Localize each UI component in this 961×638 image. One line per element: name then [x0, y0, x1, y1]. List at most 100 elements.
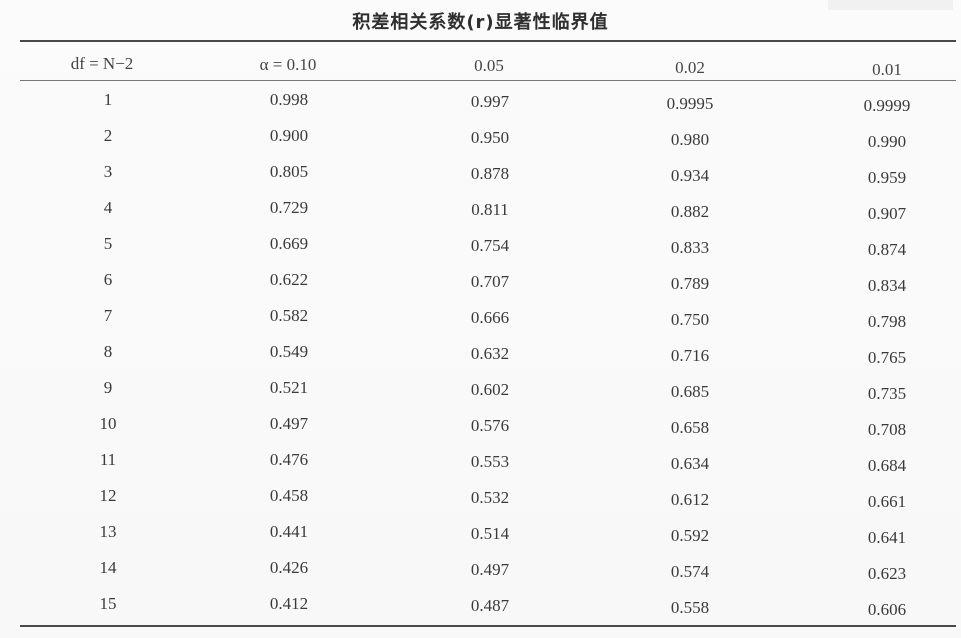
value-cell-001: 0.959 [867, 168, 907, 187]
value-cell-002: 0.833 [670, 238, 710, 257]
value-cell-005: 0.811 [471, 200, 509, 219]
value-cell-alpha-010: 0.549 [269, 342, 309, 361]
df-cell: 4 [103, 198, 113, 217]
table-row: 5 0.669 0.754 0.833 0.874 [0, 234, 961, 270]
value-cell-alpha-010: 0.805 [269, 162, 309, 181]
table-row: 9 0.521 0.602 0.685 0.735 [0, 378, 961, 414]
header-rule [20, 80, 956, 81]
df-cell: 7 [103, 306, 113, 325]
table-row: 3 0.805 0.878 0.934 0.959 [0, 162, 961, 198]
value-cell-alpha-010: 0.521 [269, 378, 309, 397]
value-cell-005: 0.754 [470, 236, 510, 255]
df-cell: 13 [99, 522, 117, 541]
value-cell-005: 0.576 [470, 416, 510, 435]
value-cell-002: 0.612 [670, 490, 710, 509]
value-cell-002: 0.934 [670, 166, 710, 185]
header-alpha-010: α = 0.10 [259, 55, 317, 74]
value-cell-005: 0.487 [470, 596, 510, 615]
value-cell-alpha-010: 0.497 [269, 414, 309, 433]
value-cell-002: 0.750 [670, 310, 710, 329]
value-cell-001: 0.606 [867, 600, 907, 619]
table-row: 15 0.412 0.487 0.558 0.606 [0, 594, 961, 630]
value-cell-alpha-010: 0.669 [269, 234, 309, 253]
df-cell: 8 [103, 342, 113, 361]
value-cell-001: 0.623 [867, 564, 907, 583]
value-cell-alpha-010: 0.729 [269, 198, 309, 217]
header-002: 0.02 [675, 58, 705, 77]
header-001: 0.01 [872, 60, 902, 79]
table-row: 8 0.549 0.632 0.716 0.765 [0, 342, 961, 378]
table-row: 6 0.622 0.707 0.789 0.834 [0, 270, 961, 306]
header-df: df = N−2 [70, 54, 134, 73]
header-005: 0.05 [474, 56, 504, 75]
value-cell-002: 0.634 [670, 454, 710, 473]
value-cell-001: 0.834 [867, 276, 907, 295]
value-cell-005: 0.532 [470, 488, 510, 507]
value-cell-001: 0.641 [867, 528, 907, 547]
value-cell-001: 0.735 [867, 384, 907, 403]
table-row: 2 0.900 0.950 0.980 0.990 [0, 126, 961, 162]
value-cell-002: 0.658 [670, 418, 710, 437]
value-cell-alpha-010: 0.900 [269, 126, 309, 145]
value-cell-005: 0.514 [470, 524, 510, 543]
df-cell: 2 [103, 126, 113, 145]
value-cell-alpha-010: 0.426 [269, 558, 309, 577]
df-cell: 3 [103, 162, 113, 181]
value-cell-001: 0.9999 [863, 96, 911, 115]
df-cell: 12 [99, 486, 117, 505]
value-cell-alpha-010: 0.582 [269, 306, 309, 325]
value-cell-005: 0.878 [470, 164, 510, 183]
value-cell-002: 0.789 [670, 274, 710, 293]
table-row: 4 0.729 0.811 0.882 0.907 [0, 198, 961, 234]
table-row: 13 0.441 0.514 0.592 0.641 [0, 522, 961, 558]
value-cell-001: 0.798 [867, 312, 907, 331]
value-cell-001: 0.907 [867, 204, 907, 223]
table-row: 1 0.998 0.997 0.9995 0.9999 [0, 90, 961, 126]
value-cell-002: 0.9995 [666, 94, 714, 113]
value-cell-002: 0.592 [670, 526, 710, 545]
value-cell-001: 0.684 [867, 456, 907, 475]
value-cell-002: 0.574 [670, 562, 710, 581]
table-row: 14 0.426 0.497 0.574 0.623 [0, 558, 961, 594]
value-cell-001: 0.874 [867, 240, 907, 259]
table-title: 积差相关系数(r)显著性临界值 [352, 12, 609, 33]
value-cell-005: 0.497 [470, 560, 510, 579]
value-cell-001: 0.990 [867, 132, 907, 151]
df-cell: 9 [103, 378, 113, 397]
value-cell-001: 0.708 [867, 420, 907, 439]
value-cell-alpha-010: 0.441 [269, 522, 309, 541]
df-cell: 11 [99, 450, 117, 469]
df-cell: 6 [103, 270, 113, 289]
bottom-rule [20, 625, 956, 627]
value-cell-alpha-010: 0.998 [269, 90, 309, 109]
value-cell-005: 0.707 [470, 272, 510, 291]
value-cell-alpha-010: 0.412 [269, 594, 309, 613]
value-cell-005: 0.553 [470, 452, 510, 471]
df-cell: 5 [103, 234, 113, 253]
value-cell-001: 0.765 [867, 348, 907, 367]
table-row: 12 0.458 0.532 0.612 0.661 [0, 486, 961, 522]
value-cell-alpha-010: 0.458 [269, 486, 309, 505]
scan-artifact [828, 0, 953, 10]
value-cell-alpha-010: 0.622 [269, 270, 309, 289]
df-cell: 10 [99, 414, 117, 433]
value-cell-alpha-010: 0.476 [269, 450, 309, 469]
df-cell: 15 [99, 594, 117, 613]
value-cell-001: 0.661 [867, 492, 907, 511]
table-row: 7 0.582 0.666 0.750 0.798 [0, 306, 961, 342]
top-rule [20, 40, 956, 42]
value-cell-005: 0.666 [470, 308, 510, 327]
value-cell-002: 0.558 [670, 598, 710, 617]
table-row: 10 0.497 0.576 0.658 0.708 [0, 414, 961, 450]
df-cell: 1 [103, 90, 113, 109]
table-row: 11 0.476 0.553 0.634 0.684 [0, 450, 961, 486]
value-cell-002: 0.882 [670, 202, 710, 221]
value-cell-002: 0.980 [670, 130, 710, 149]
value-cell-005: 0.950 [470, 128, 510, 147]
value-cell-002: 0.685 [670, 382, 710, 401]
value-cell-005: 0.997 [470, 92, 510, 111]
value-cell-005: 0.602 [470, 380, 510, 399]
value-cell-005: 0.632 [470, 344, 510, 363]
value-cell-002: 0.716 [670, 346, 710, 365]
